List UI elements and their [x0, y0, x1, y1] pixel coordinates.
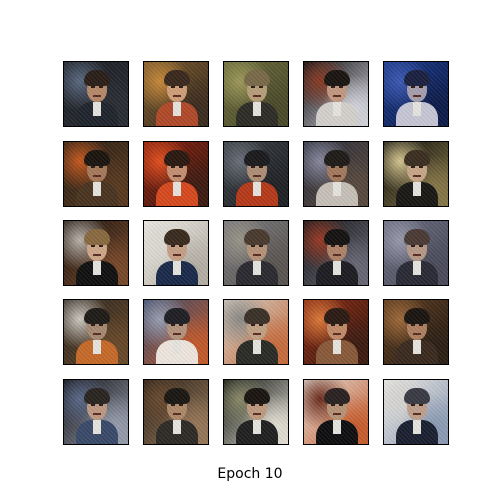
- generated-face-image: [143, 61, 209, 127]
- generated-face-image: [223, 379, 289, 445]
- generated-face-image: [63, 61, 129, 127]
- generated-face-image: [383, 61, 449, 127]
- generated-face-image: [143, 220, 209, 286]
- generated-face-image: [143, 379, 209, 445]
- generated-face-image: [383, 379, 449, 445]
- generated-face-image: [303, 220, 369, 286]
- generated-face-image: [303, 299, 369, 365]
- generated-face-image: [143, 141, 209, 207]
- generated-face-image: [383, 141, 449, 207]
- generated-face-image: [143, 299, 209, 365]
- generated-face-image: [223, 141, 289, 207]
- epoch-caption: Epoch 10: [217, 466, 283, 482]
- generated-face-image: [303, 141, 369, 207]
- generated-face-image: [223, 61, 289, 127]
- generated-face-image: [63, 220, 129, 286]
- generated-face-image: [63, 141, 129, 207]
- generated-face-image: [383, 220, 449, 286]
- generated-face-image: [303, 379, 369, 445]
- generated-face-image: [63, 379, 129, 445]
- generated-face-image: [223, 299, 289, 365]
- generated-face-image: [223, 220, 289, 286]
- generated-face-image: [303, 61, 369, 127]
- generated-face-image: [383, 299, 449, 365]
- generated-face-image: [63, 299, 129, 365]
